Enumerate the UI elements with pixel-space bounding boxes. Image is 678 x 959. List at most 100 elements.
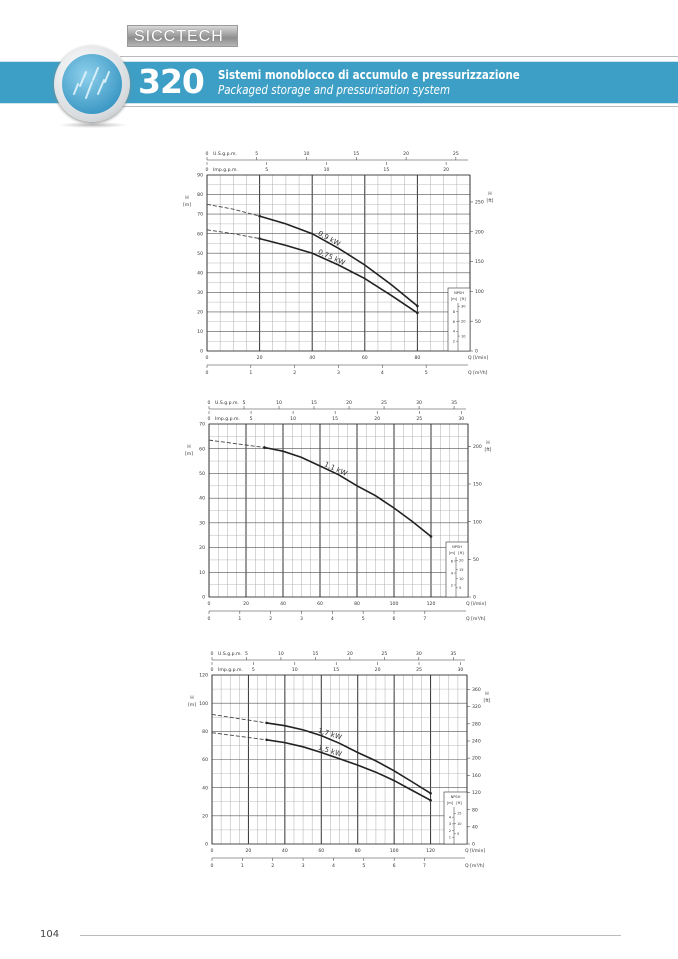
water-drops-icon	[62, 54, 122, 114]
y-tick-label: 40	[202, 785, 208, 791]
x-tick-label: 120	[426, 848, 435, 854]
m3h-tick-label: 6	[393, 863, 396, 869]
npsh-label: NPSH	[451, 795, 461, 799]
npsh-unit-m: [m]	[447, 801, 454, 805]
us-gpm-tick-label: 10	[276, 400, 282, 406]
y-tick-label: 60	[199, 446, 205, 452]
curve-1-7-kW	[266, 722, 432, 794]
npsh-m-tick-label: 2	[453, 340, 455, 344]
x-axis-label: Q [l/min]	[468, 355, 488, 361]
us-gpm-tick-label: 5	[255, 151, 258, 157]
us-gpm-tick-label: 10	[278, 651, 284, 657]
y-tick-label: 0	[205, 842, 208, 848]
npsh-m-tick-label: 1	[449, 836, 451, 840]
right-axis-tick-label: 250	[475, 200, 484, 206]
m3h-tick-label: 0	[206, 370, 209, 376]
us-gpm-axis-label: U.S.g.p.m.	[215, 400, 239, 406]
imp-gpm-tick-label: 0	[206, 167, 209, 173]
curve-start-marker	[258, 237, 261, 240]
m3h-tick-label: 0	[208, 616, 211, 622]
x-tick-label: 20	[245, 848, 251, 854]
us-gpm-tick-label: 0	[208, 400, 211, 406]
curve-end-marker	[429, 792, 432, 795]
m3h-tick-label: 3	[300, 616, 303, 622]
us-gpm-tick-label: 20	[346, 400, 352, 406]
imp-gpm-axis-label: Imp.g.p.m.	[215, 416, 240, 422]
curve-1-1-kW	[264, 446, 432, 538]
x-tick-label: 60	[318, 848, 324, 854]
us-gpm-tick-label: 30	[416, 651, 422, 657]
us-gpm-tick-label: 20	[347, 651, 353, 657]
x-tick-label: 40	[280, 601, 286, 607]
y-tick-label: 10	[199, 570, 205, 576]
x-tick-label: 0	[206, 355, 209, 361]
section-title-english: Packaged storage and pressurisation syst…	[218, 83, 451, 97]
npsh-unit-m: [m]	[451, 297, 458, 301]
x-axis-label: Q [l/min]	[465, 848, 485, 854]
y-tick-label: 70	[197, 212, 203, 218]
right-axis-tick-label: 360	[472, 687, 481, 693]
m3h-axis-label: Q [m³/h]	[466, 616, 486, 622]
y-axis-unit-right: [ft]	[485, 447, 492, 453]
y-tick-label: 10	[197, 329, 203, 335]
x-tick-label: 100	[390, 848, 399, 854]
right-axis-tick-label: 50	[475, 319, 481, 325]
imp-gpm-tick-label: 0	[211, 667, 214, 673]
right-axis-tick-label: 0	[472, 842, 475, 848]
x-tick-label: 80	[414, 355, 420, 361]
x-tick-label: 120	[427, 601, 436, 607]
npsh-unit-ft: [ft]	[460, 297, 466, 301]
curve-start-marker	[265, 738, 268, 742]
y-tick-label: 20	[202, 813, 208, 819]
us-gpm-tick-label: 15	[311, 400, 317, 406]
y-tick-label: 40	[199, 496, 205, 502]
curve-0-9-kW	[259, 215, 418, 307]
plot-frame	[208, 423, 469, 598]
right-axis-tick-label: 50	[473, 557, 479, 563]
us-gpm-tick-label: 15	[312, 651, 318, 657]
badge-shadow	[58, 122, 128, 128]
npsh-ft-tick-label: 15	[459, 568, 464, 572]
us-gpm-tick-label: 15	[353, 151, 359, 157]
right-axis-tick-label: 320	[472, 704, 481, 710]
m3h-tick-label: 2	[293, 370, 296, 376]
npsh-ft-tick-label: 10	[459, 577, 464, 581]
us-gpm-tick-label: 20	[403, 151, 409, 157]
npsh-unit-ft: [ft]	[458, 551, 464, 555]
x-tick-label: 80	[355, 848, 361, 854]
curve-dashed-segment	[206, 203, 260, 217]
y-tick-label: 80	[202, 729, 208, 735]
curve-start-marker	[265, 721, 268, 725]
imp-gpm-axis-label: Imp.g.p.m.	[213, 167, 238, 173]
curve-end-marker	[416, 311, 419, 315]
imp-gpm-tick-label: 25	[416, 416, 422, 422]
right-axis-tick-label: 160	[472, 773, 481, 779]
y-axis-unit-left: [m]	[185, 451, 193, 457]
y-axis-unit-right: [ft]	[487, 198, 494, 204]
imp-gpm-tick-label: 10	[290, 416, 296, 422]
m3h-tick-label: 4	[332, 863, 335, 869]
y-tick-label: 0	[202, 595, 205, 601]
npsh-label: NPSH	[454, 291, 464, 295]
header-rule-top	[120, 56, 678, 57]
right-axis-tick-label: 120	[472, 790, 481, 796]
npsh-ft-tick-label: 5	[457, 832, 459, 836]
x-tick-label: 60	[317, 601, 323, 607]
right-axis-tick-label: 240	[472, 739, 481, 745]
y-axis-label-right: H	[486, 440, 489, 446]
curve-0-75-kW	[259, 237, 418, 314]
npsh-m-tick-label: 4	[449, 816, 452, 820]
imp-gpm-tick-label: 5	[265, 167, 268, 173]
y-axis-label-right: H	[485, 691, 488, 697]
y-tick-label: 40	[197, 270, 203, 276]
right-axis-tick-label: 200	[475, 229, 484, 235]
x-tick-label: 20	[257, 355, 263, 361]
y-axis-unit-left: [m]	[188, 702, 196, 708]
section-number: 320	[138, 62, 205, 101]
m3h-tick-label: 4	[381, 370, 384, 376]
npsh-ft-tick-label: 10	[461, 334, 466, 338]
y-tick-label: 120	[199, 673, 208, 679]
imp-gpm-tick-label: 20	[374, 416, 380, 422]
m3h-tick-label: 2	[269, 616, 272, 622]
